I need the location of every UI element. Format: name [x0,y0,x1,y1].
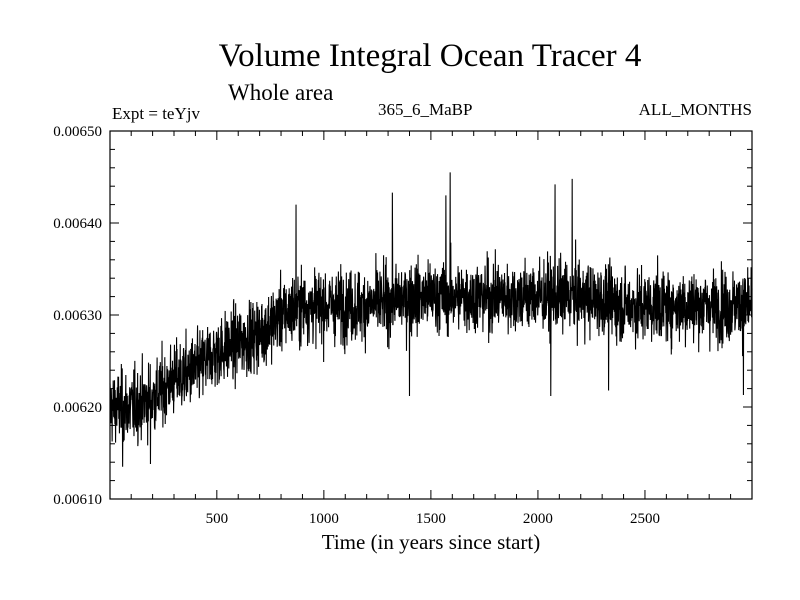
x-tick-label: 500 [206,511,229,527]
experiment-label: Expt = teYjv [112,104,200,123]
series-line [109,172,753,467]
run-label: 365_6_MaBP [378,100,473,119]
y-tick-label: 0.00640 [53,216,102,232]
chart-subtitle: Whole area [228,80,334,105]
series-layer [109,172,753,467]
x-tick-label: 1000 [309,511,339,527]
chart-title: Volume Integral Ocean Tracer 4 [218,38,642,74]
y-tick-label: 0.00650 [53,124,102,140]
y-tick-label: 0.00630 [53,308,102,324]
y-tick-label: 0.00610 [53,492,102,508]
period-label: ALL_MONTHS [638,100,752,119]
x-tick-label: 2000 [523,511,553,527]
ticks-layer: 500 1000 1500 2000 2500 0.00610 0.00620 0.00630… [53,124,752,527]
x-axis-label: Time (in years since start) [321,530,541,554]
x-tick-label: 2500 [630,511,660,527]
x-tick-label: 1500 [416,511,446,527]
y-tick-label: 0.00620 [53,400,102,416]
